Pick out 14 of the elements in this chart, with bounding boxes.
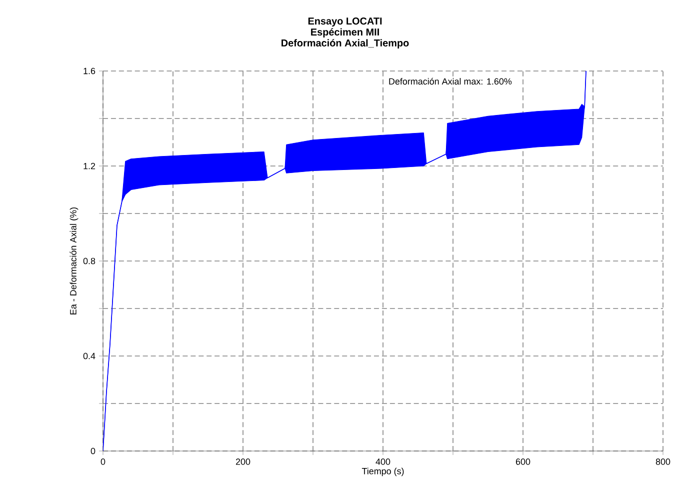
y-axis-title: Ea - Deformación Axial (%) — [70, 208, 78, 314]
x-tick-label: 0 — [100, 458, 106, 465]
annotation: Deformación Axial max: 1.60% — [389, 78, 512, 85]
y-tick-label: 0.8 — [83, 258, 96, 264]
x-tick-label: 600 — [516, 458, 530, 465]
x-tick-label: 400 — [376, 458, 390, 465]
y-tick-label: 0 — [90, 448, 96, 454]
y-tick-label: 1.6 — [84, 68, 96, 74]
y-tick-label: 1.2 — [84, 162, 96, 170]
x-tick-label: 200 — [236, 458, 250, 465]
x-axis-title: Tiempo (s) — [362, 468, 404, 476]
chart-title: Ensayo LOCATI Espécimen MII Deformación Axial_Tiempo — [282, 18, 409, 48]
y-tick-label: 0.4 — [83, 352, 96, 360]
x-tick-label: 800 — [656, 458, 670, 465]
